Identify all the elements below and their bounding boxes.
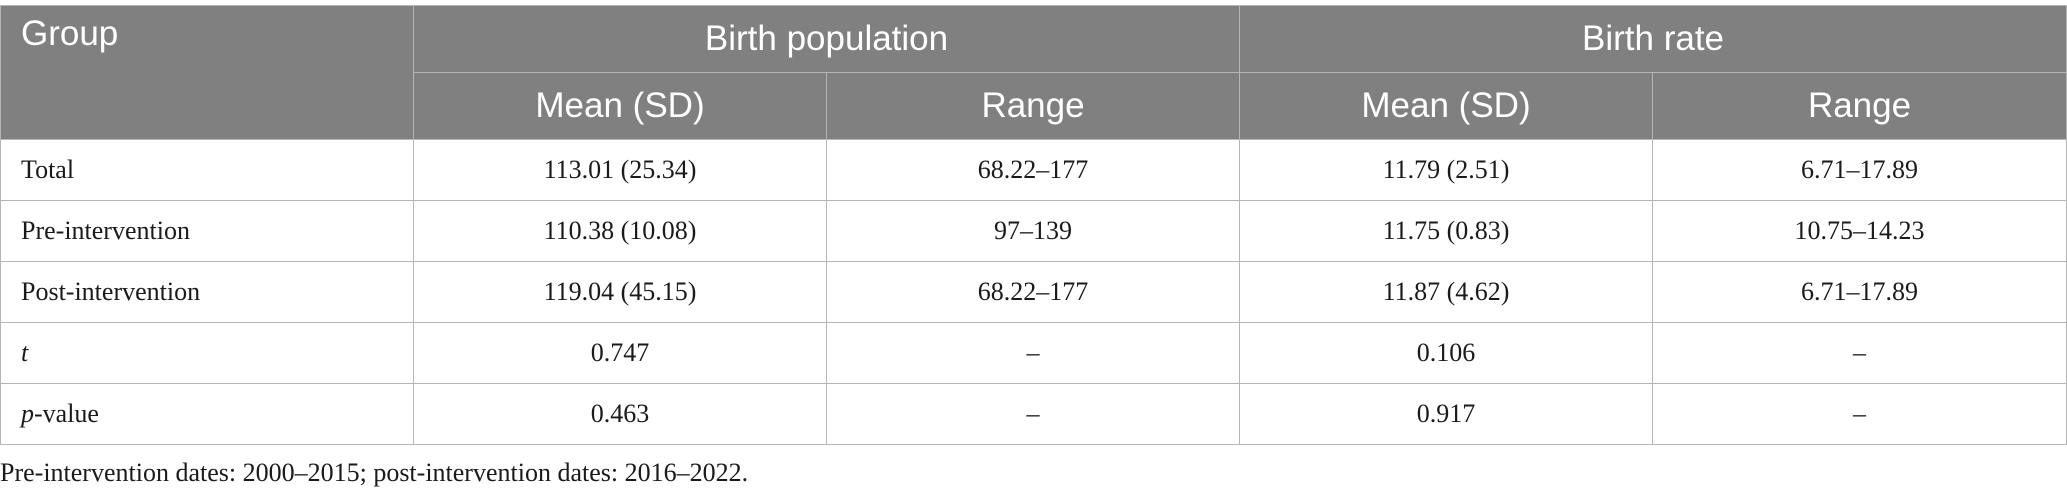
table-row: Pre-intervention 110.38 (10.08) 97–139 1… [0, 200, 2067, 262]
cell-bp-mean: 110.38 (10.08) [413, 200, 827, 262]
row-label: Total [0, 139, 414, 201]
table-footnote: Pre-intervention dates: 2000–2015; post-… [0, 458, 749, 487]
birth-statistics-table: Group Birth population Birth rate Mean (… [0, 5, 2067, 445]
cell-bp-mean: 119.04 (45.15) [413, 261, 827, 323]
cell-br-range: 10.75–14.23 [1652, 200, 2067, 262]
cell-bp-mean: 113.01 (25.34) [413, 139, 827, 201]
row-label: Post-intervention [0, 261, 414, 323]
table-row: Post-intervention 119.04 (45.15) 68.22–1… [0, 261, 2067, 323]
cell-br-range: – [1652, 383, 2067, 445]
cell-bp-range: 97–139 [825, 200, 1241, 262]
table-row: p-value 0.463 – 0.917 – [0, 383, 2067, 445]
cell-bp-range: 68.22–177 [825, 139, 1241, 201]
cell-br-range: – [1652, 322, 2067, 384]
header-bp-mean-sd: Mean (SD) [413, 72, 827, 140]
header-group: Group [0, 5, 414, 140]
cell-br-range: 6.71–17.89 [1652, 261, 2067, 323]
row-label-italic: t [21, 338, 29, 367]
header-birth-rate: Birth rate [1239, 5, 2067, 73]
cell-br-mean: 11.79 (2.51) [1239, 139, 1654, 201]
cell-bp-range: – [825, 383, 1241, 445]
cell-br-range: 6.71–17.89 [1652, 139, 2067, 201]
header-br-mean-sd: Mean (SD) [1239, 72, 1654, 140]
header-birth-population: Birth population [412, 5, 1241, 73]
header-row-1: Group Birth population Birth rate [0, 5, 2067, 140]
header-row-2: Mean (SD) Range Mean (SD) Range [1, 72, 2067, 140]
cell-bp-range: – [825, 322, 1241, 384]
table-container: Group Birth population Birth rate Mean (… [0, 5, 2067, 445]
row-label: t [0, 322, 414, 384]
cell-br-mean: 0.106 [1239, 322, 1654, 384]
row-label: Pre-intervention [0, 200, 414, 262]
table-row: t 0.747 – 0.106 – [0, 322, 2067, 384]
row-label: p-value [0, 383, 414, 445]
header-br-range: Range [1652, 72, 2067, 140]
cell-br-mean: 11.75 (0.83) [1239, 200, 1654, 262]
table-row: Total 113.01 (25.34) 68.22–177 11.79 (2.… [0, 139, 2067, 201]
header-bp-range: Range [825, 72, 1241, 140]
cell-bp-mean: 0.747 [413, 322, 827, 384]
cell-bp-range: 68.22–177 [825, 261, 1241, 323]
row-label-italic: p [21, 399, 34, 428]
row-label-rest: -value [34, 399, 99, 428]
cell-br-mean: 0.917 [1239, 383, 1654, 445]
cell-br-mean: 11.87 (4.62) [1239, 261, 1654, 323]
cell-bp-mean: 0.463 [413, 383, 827, 445]
